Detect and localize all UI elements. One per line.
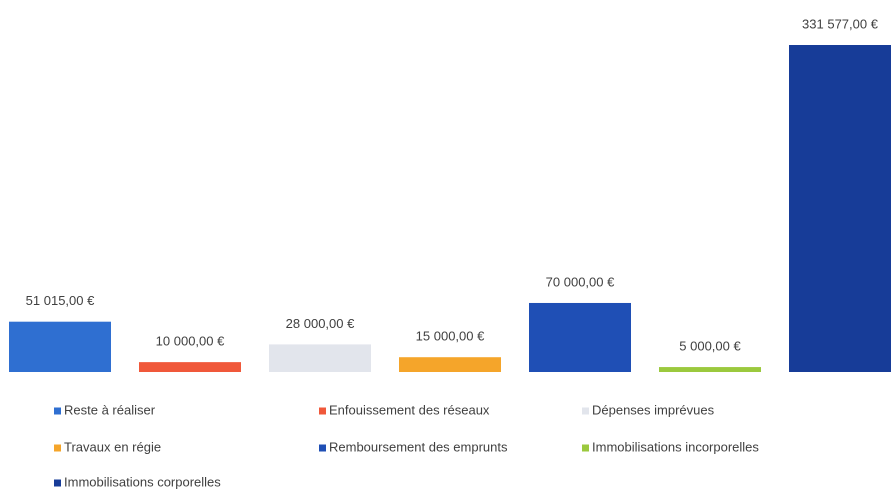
legend-label: Remboursement des emprunts <box>329 439 508 454</box>
data-label: 51 015,00 € <box>26 293 95 308</box>
data-label: 70 000,00 € <box>546 274 615 289</box>
legend-label: Dépenses imprévues <box>592 402 715 417</box>
legend-label: Travaux en régie <box>64 439 161 454</box>
legend-marker <box>54 444 61 452</box>
data-label: 10 000,00 € <box>156 334 225 349</box>
bar <box>269 344 371 372</box>
data-label: 28 000,00 € <box>286 316 355 331</box>
legend-marker <box>54 407 61 415</box>
legend-label: Reste à réaliser <box>64 402 156 417</box>
data-label: 5 000,00 € <box>679 339 741 354</box>
legend-label: Immobilisations corporelles <box>64 474 221 489</box>
legend-marker <box>582 444 589 452</box>
legend-label: Immobilisations incorporelles <box>592 439 759 454</box>
legend-marker <box>54 479 61 487</box>
legend-label: Enfouissement des réseaux <box>329 402 490 417</box>
data-label: 15 000,00 € <box>416 329 485 344</box>
bar <box>659 367 761 372</box>
legend-marker <box>319 407 326 415</box>
data-label: 331 577,00 € <box>802 16 879 31</box>
legend-marker <box>319 444 326 452</box>
bar <box>9 321 111 372</box>
bar <box>529 302 631 372</box>
bar <box>399 357 501 372</box>
bar <box>789 45 891 372</box>
bar <box>139 362 241 372</box>
legend-marker <box>582 407 589 415</box>
